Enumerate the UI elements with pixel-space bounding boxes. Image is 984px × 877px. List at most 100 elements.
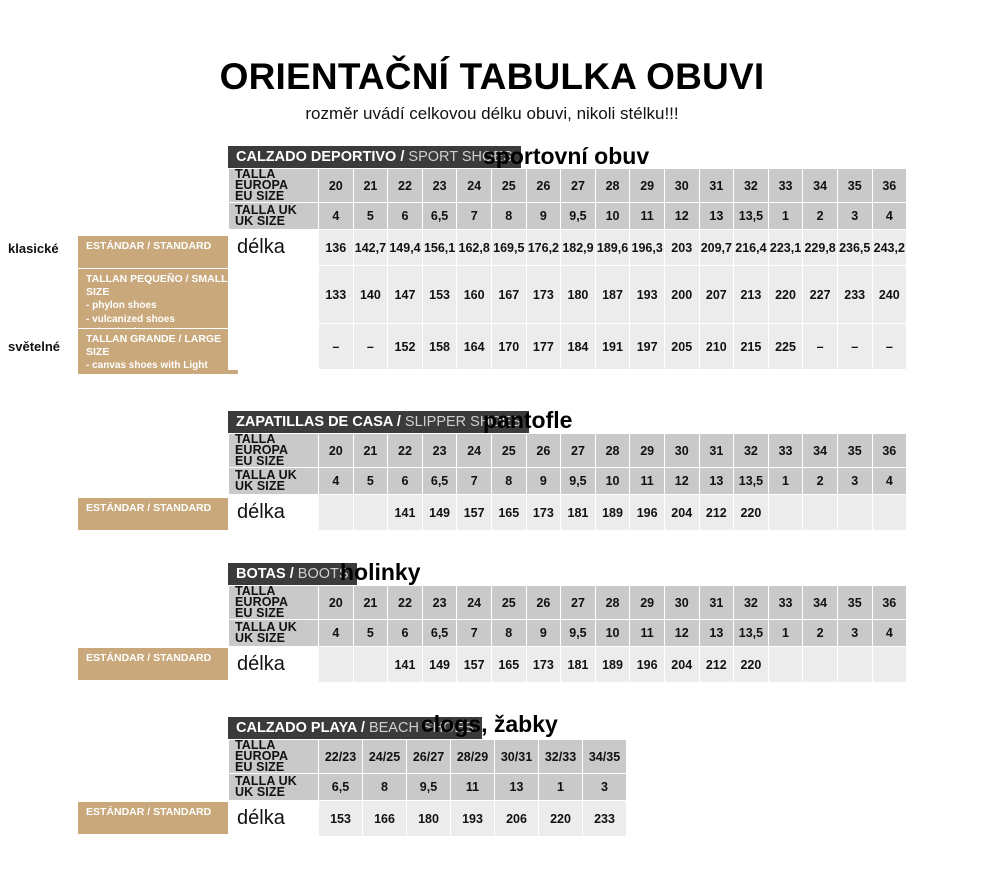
header-label-uk-size: TALLA UK UK SIZE xyxy=(228,202,319,230)
eu-size-cell: 27 xyxy=(560,433,596,468)
length-value-cell: 153 xyxy=(318,800,363,837)
eu-size-cell: 36 xyxy=(871,168,908,203)
length-value-cell: 133 xyxy=(318,265,354,324)
uk-size-cell: 4 xyxy=(318,202,354,230)
row-label-text: TALLAN PEQUEÑO / SMALL SIZE xyxy=(86,273,228,298)
section-bar-en-label: BEACH SHOES xyxy=(368,720,474,736)
row-label-text: ESTÁNDAR / STANDARD xyxy=(86,652,212,664)
uk-size-cell: 6,5 xyxy=(421,467,458,495)
length-value-cell xyxy=(802,646,838,683)
table-header-row-uk: TALLA UK UK SIZE 4 5 6 6,5 7 8 9 9,5 10 11 12 13 13,5 1… xyxy=(228,467,908,495)
length-value-cell: 223,1 xyxy=(767,229,804,266)
uk-size-cell: 10 xyxy=(594,467,631,495)
length-value-cell: 184 xyxy=(560,323,596,370)
header-label-uk-size: TALLA UK UK SIZE xyxy=(228,619,319,647)
eu-size-cell: 24 xyxy=(456,433,492,468)
section-bar-separator: / xyxy=(285,566,298,582)
length-value-cell: 149 xyxy=(421,494,458,531)
length-value-cell: 193 xyxy=(629,265,665,324)
uk-size-cell: 4 xyxy=(871,467,908,495)
uk-size-cell: 3 xyxy=(836,619,873,647)
uk-size-cell: 6,5 xyxy=(421,619,458,647)
uk-size-cell: 8 xyxy=(490,619,527,647)
table-header-row-uk: TALLA UK UK SIZE 4 5 6 6,5 7 8 9 9,5 10 11 12 13 13,5 1… xyxy=(228,202,908,230)
length-value-cell: 220 xyxy=(538,800,583,837)
length-value-cell xyxy=(836,494,873,531)
uk-size-cell: 13 xyxy=(698,619,735,647)
uk-size-cell: 11 xyxy=(629,467,665,495)
uk-size-cell: 5 xyxy=(352,202,389,230)
length-value-cell: 140 xyxy=(352,265,389,324)
uk-size-cell: 12 xyxy=(663,202,700,230)
table-header-row-eu: TALLA EUROPA EU SIZE 20 21 22 23 24 25 26 27 28 29 3… xyxy=(228,168,908,203)
length-value-cell: – xyxy=(802,323,838,370)
section-bar-en-label: SPORT SHOES xyxy=(408,149,513,165)
uk-size-cell: 5 xyxy=(352,619,389,647)
uk-size-cell: 12 xyxy=(663,467,700,495)
uk-size-cell: 3 xyxy=(836,202,873,230)
length-value-cell: 149,4 xyxy=(387,229,423,266)
uk-size-cell: 1 xyxy=(767,619,804,647)
length-value-cell: 213 xyxy=(733,265,769,324)
length-value-cell: 236,5 xyxy=(836,229,873,266)
length-value-cell: 165 xyxy=(490,494,527,531)
length-value-cell: 166 xyxy=(362,800,407,837)
eu-size-cell: 20 xyxy=(318,585,354,620)
length-value-cell: 189,6 xyxy=(594,229,631,266)
eu-size-cell: 36 xyxy=(871,433,908,468)
eu-size-cell: 27 xyxy=(560,168,596,203)
eu-size-cell: 31 xyxy=(698,433,735,468)
uk-size-cell: 7 xyxy=(456,202,492,230)
header-label-eu-size: TALLA EUROPA EU SIZE xyxy=(228,433,319,468)
eu-size-cell: 29 xyxy=(629,168,665,203)
uk-size-cell: 11 xyxy=(629,619,665,647)
length-value-cell: 141 xyxy=(387,494,423,531)
uk-size-cell: 9,5 xyxy=(560,467,596,495)
table-slipper-shoes: TALLA EUROPA EU SIZE 20 21 22 23 24 25 26 27 28 29 3… xyxy=(228,433,908,531)
row-label-text: TALLAN GRANDE / LARGE SIZE xyxy=(86,333,222,358)
uk-size-cell: 9,5 xyxy=(406,773,451,801)
eu-size-cell: 34/35 xyxy=(582,739,627,774)
uk-size-cell: 10 xyxy=(594,619,631,647)
eu-size-cell: 35 xyxy=(836,168,873,203)
header-label-uk-size: TALLA UK UK SIZE xyxy=(228,773,319,801)
eu-size-cell: 22/23 xyxy=(318,739,363,774)
eu-size-cell: 26/27 xyxy=(406,739,451,774)
length-value-cell: 233 xyxy=(836,265,873,324)
eu-size-cell: 34 xyxy=(802,168,838,203)
length-value-cell: 181 xyxy=(560,494,596,531)
length-value-cell: 243,2 xyxy=(871,229,908,266)
uk-size-cell: 9,5 xyxy=(560,619,596,647)
section-bar-slipper: ZAPATILLAS DE CASA / SLIPPER SHOES xyxy=(228,411,529,433)
section-bar-es-label: BOTAS xyxy=(236,566,286,582)
length-value-cell: 153 xyxy=(421,265,458,324)
length-value-cell: 187 xyxy=(594,265,631,324)
decorative-dot: . xyxy=(466,152,470,167)
uk-size-cell: 13,5 xyxy=(733,202,769,230)
header-label-eu-size: TALLA EUROPA EU SIZE xyxy=(228,585,319,620)
length-value-cell: 147 xyxy=(387,265,423,324)
table-row: délka 141 149 157 165 173 181 189 196 204 212 220 xyxy=(228,646,908,683)
length-value-cell: 220 xyxy=(733,494,769,531)
table-header-row-eu: TALLA EUROPA EU SIZE 22/23 24/25 26/27 28/29 3… xyxy=(228,739,627,774)
eu-size-cell: 24 xyxy=(456,168,492,203)
table-sport-shoes: TALLA EUROPA EU SIZE 20 21 22 23 24 25 26 27 28 29 3… xyxy=(228,168,908,370)
row-label-standard-boots: ESTÁNDAR / STANDARD xyxy=(78,648,238,681)
length-value-cell: 197 xyxy=(629,323,665,370)
header-label-uk-size: TALLA UK UK SIZE xyxy=(228,467,319,495)
length-value-cell xyxy=(352,494,389,531)
length-value-cell: 233 xyxy=(582,800,627,837)
length-label: délka xyxy=(228,494,319,531)
section-title-sport: sportovní obuv xyxy=(483,143,650,169)
length-value-cell: 203 xyxy=(663,229,700,266)
length-value-cell xyxy=(767,494,804,531)
length-label xyxy=(228,323,319,370)
header-label-eu-size: TALLA EUROPA EU SIZE xyxy=(228,168,319,203)
eu-size-cell: 31 xyxy=(698,585,735,620)
length-value-cell: 180 xyxy=(560,265,596,324)
length-value-cell: – xyxy=(318,323,354,370)
table-header-row-uk: TALLA UK UK SIZE 6,5 8 9,5 11 13 1 3 xyxy=(228,773,627,801)
length-value-cell: – xyxy=(352,323,389,370)
length-value-cell: 173 xyxy=(525,265,562,324)
